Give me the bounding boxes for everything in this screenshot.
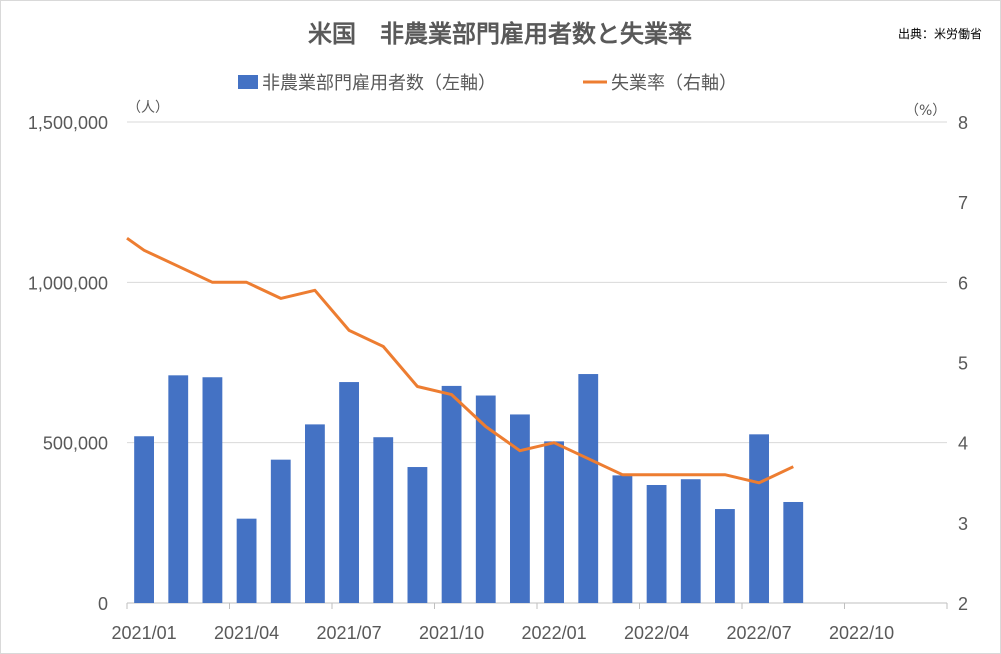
- left-tick-label: 1,000,000: [28, 273, 108, 293]
- bar: [407, 467, 428, 603]
- bar: [749, 434, 769, 603]
- right-tick-label: 2: [958, 594, 968, 614]
- bar: [134, 436, 154, 603]
- bar: [680, 479, 701, 603]
- x-tick-label: 2021/01: [112, 623, 177, 643]
- bar: [339, 382, 359, 603]
- legend-line-label: 失業率（右軸）: [611, 73, 737, 94]
- right-tick-label: 8: [958, 113, 968, 133]
- bar: [715, 509, 735, 603]
- x-tick-label: 2021/10: [419, 623, 484, 643]
- bar: [544, 441, 564, 603]
- right-tick-label: 7: [958, 193, 968, 213]
- bar: [236, 518, 257, 603]
- left-tick-label: 0: [98, 594, 108, 614]
- right-tick-label: 6: [958, 273, 968, 293]
- x-tick-label: 2022/07: [727, 623, 792, 643]
- legend-bar-label: 非農業部門雇用者数（左軸）: [262, 73, 496, 94]
- legend: 非農業部門雇用者数（左軸） 失業率（右軸）: [238, 73, 737, 94]
- bar: [612, 475, 633, 603]
- x-tick-label: 2022/01: [522, 623, 587, 643]
- right-axis-unit: （%）: [905, 103, 946, 119]
- bar: [305, 424, 325, 603]
- source-note: 出典：米労働省: [898, 27, 982, 41]
- bar: [510, 414, 530, 603]
- bar: [783, 501, 804, 603]
- x-tick-label: 2021/07: [317, 623, 382, 643]
- right-tick-label: 5: [958, 354, 968, 374]
- bar: [373, 437, 394, 603]
- bar: [646, 484, 667, 603]
- right-tick-label: 4: [958, 434, 968, 454]
- x-tick-label: 2021/04: [214, 623, 279, 643]
- bar-series: [134, 374, 804, 603]
- unemployment-line: [126, 236, 794, 485]
- bar: [168, 375, 189, 603]
- legend-bar-swatch: [238, 75, 258, 89]
- bar: [202, 377, 223, 603]
- bar: [578, 374, 599, 603]
- bar: [475, 395, 496, 603]
- left-axis-ticks: 0 500,000 1,000,000 1,500,000: [28, 113, 108, 614]
- left-tick-label: 1,500,000: [28, 113, 108, 133]
- bar: [441, 385, 462, 603]
- right-axis-ticks: 2 3 4 5 6 7 8: [958, 113, 968, 614]
- left-tick-label: 500,000: [43, 434, 108, 454]
- x-axis-ticks: 2021/01 2021/04 2021/07 2021/10 2022/01 2022/…: [112, 603, 948, 643]
- x-tick-label: 2022/04: [624, 623, 689, 643]
- right-tick-label: 3: [958, 514, 968, 534]
- bar: [270, 459, 291, 603]
- x-tick-label: 2022/10: [829, 623, 894, 643]
- chart-title: 米国 非農業部門雇用者数と失業率: [308, 20, 692, 48]
- left-axis-unit: （人）: [127, 100, 169, 116]
- line-series: [126, 236, 794, 485]
